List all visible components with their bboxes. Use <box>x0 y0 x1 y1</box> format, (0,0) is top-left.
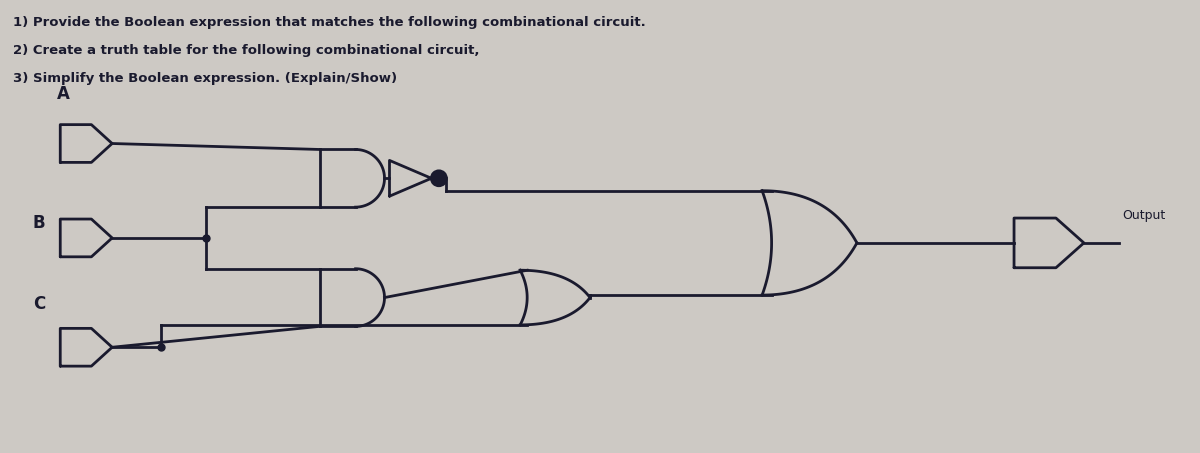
Text: Output: Output <box>1122 208 1165 222</box>
Text: 2) Create a truth table for the following combinational circuit,: 2) Create a truth table for the followin… <box>13 44 480 57</box>
Circle shape <box>431 171 446 186</box>
Text: 1) Provide the Boolean expression that matches the following combinational circu: 1) Provide the Boolean expression that m… <box>13 16 646 29</box>
Text: A: A <box>56 85 70 103</box>
Text: B: B <box>32 214 46 232</box>
Text: C: C <box>34 295 46 313</box>
Text: 3) Simplify the Boolean expression. (Explain/Show): 3) Simplify the Boolean expression. (Exp… <box>13 72 397 85</box>
